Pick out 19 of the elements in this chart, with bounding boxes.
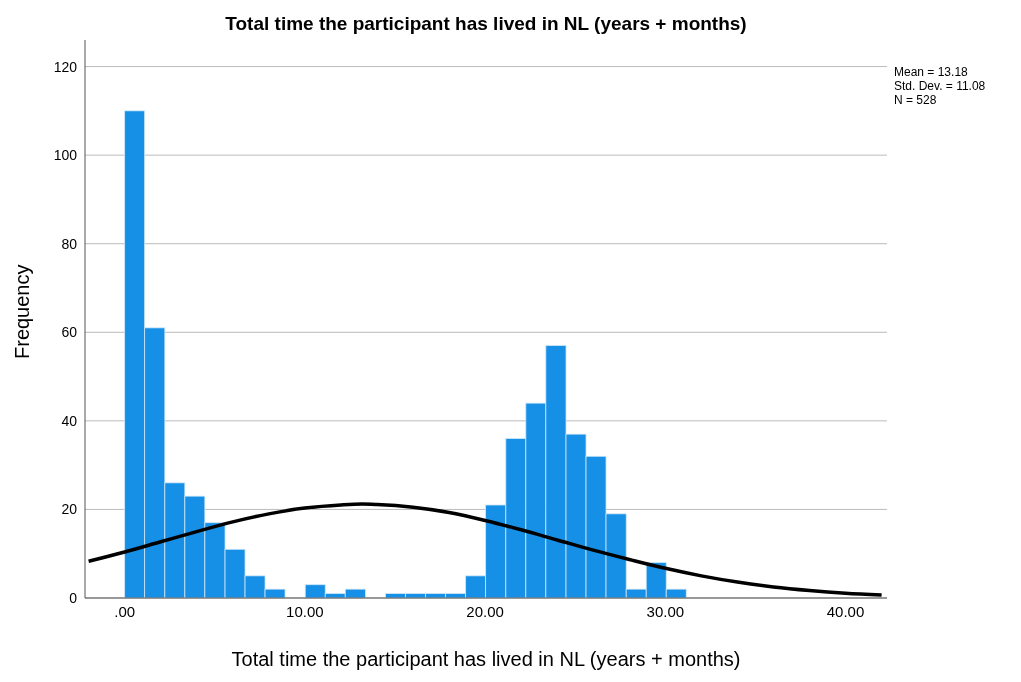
text: N = 528 [894,93,937,107]
x-tick-label: 40.00 [826,602,865,620]
y-tick-label: 80 [61,235,78,252]
y-axis-title: Frequency [11,264,34,359]
x-tick-label: 20.00 [466,602,504,620]
x-tick-label: 30.00 [646,602,685,620]
x-tick-label: 10.00 [286,602,324,620]
x-axis-title: Total time the participant has lived in NL (years + months) [231,648,741,670]
x-tick-label: .00 [114,602,136,620]
text: Std. Dev. = 11.08 [894,79,986,93]
y-tick-label: 20 [61,501,78,518]
chart-title: Total time the participant has lived in NL (years + months) [225,13,747,34]
text: Mean = 13.18 [894,65,969,79]
y-tick-label: 40 [61,412,78,429]
y-tick-label: 120 [53,58,78,75]
y-tick-label: 100 [53,147,78,164]
line-series [86,502,884,597]
y-tick-label: 60 [61,324,78,341]
y-tick-label: 0 [69,589,78,606]
